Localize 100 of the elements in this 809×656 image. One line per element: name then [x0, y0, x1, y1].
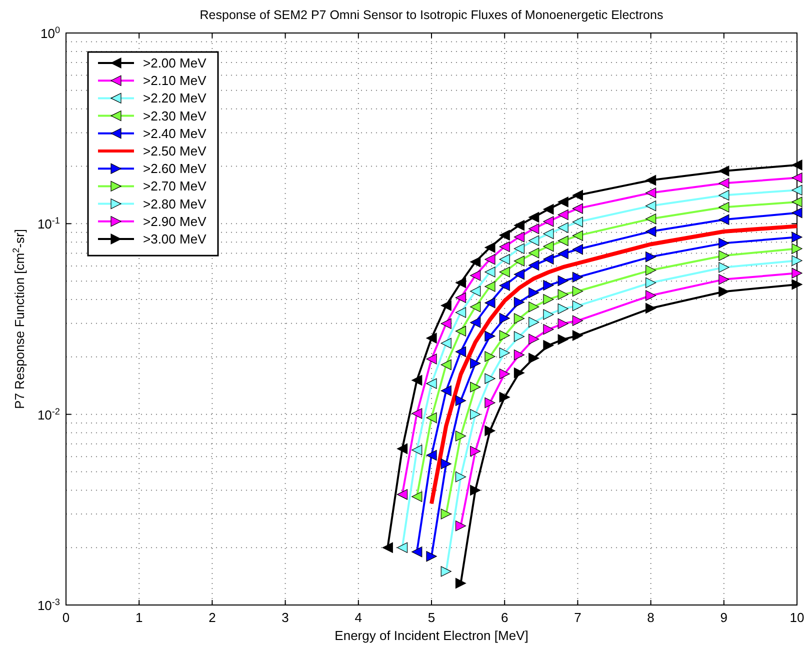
point	[646, 214, 656, 224]
point	[646, 200, 656, 212]
x-tick-label: 9	[720, 610, 728, 625]
point	[514, 243, 525, 254]
legend-label: >2.50 MeV	[143, 144, 207, 158]
point	[455, 578, 466, 589]
x-axis-title: Energy of Incident Electron [MeV]	[334, 628, 528, 643]
point	[470, 270, 481, 281]
x-tick-label: 3	[282, 610, 289, 625]
point	[455, 292, 466, 303]
point	[470, 286, 481, 297]
point	[470, 358, 481, 369]
point	[470, 302, 481, 312]
point	[514, 220, 525, 231]
point	[528, 302, 540, 312]
point	[484, 425, 496, 436]
point	[718, 190, 730, 201]
point	[558, 303, 568, 314]
y-tick-label: 10$^{-2}$	[37, 406, 60, 422]
point	[514, 256, 525, 266]
point	[440, 458, 452, 470]
point	[646, 226, 656, 237]
point	[440, 300, 452, 311]
point	[499, 230, 510, 240]
point	[572, 300, 583, 312]
legend-label: >2.10 MeV	[143, 73, 207, 88]
point	[499, 266, 510, 278]
legend-label: >2.40 MeV	[143, 126, 207, 141]
point	[470, 382, 481, 392]
point	[455, 430, 466, 442]
point	[792, 243, 802, 254]
point	[558, 275, 568, 286]
point	[558, 209, 568, 220]
point	[484, 242, 496, 253]
point	[426, 378, 437, 389]
point	[646, 302, 656, 314]
x-tick-label: 5	[428, 610, 436, 625]
x-tick-label: 6	[500, 610, 508, 625]
point	[528, 287, 540, 298]
point	[484, 254, 496, 265]
point	[528, 223, 540, 234]
point	[440, 318, 452, 329]
point	[528, 352, 540, 364]
point	[543, 204, 554, 215]
point	[514, 331, 525, 342]
x-tick-label: 7	[574, 610, 582, 625]
x-tick-label: 4	[354, 610, 362, 625]
point	[470, 484, 481, 496]
point	[528, 260, 540, 271]
point	[440, 359, 452, 370]
point	[558, 196, 568, 208]
point	[499, 392, 510, 402]
point	[499, 241, 510, 252]
point	[440, 566, 452, 577]
x-tick-label: 2	[208, 610, 216, 625]
point	[572, 286, 583, 297]
point	[558, 248, 568, 260]
point	[718, 214, 730, 225]
point	[396, 542, 408, 553]
point	[455, 520, 466, 532]
x-tick-label: 10	[790, 610, 804, 625]
point	[646, 277, 656, 288]
legend-label: >2.90 MeV	[143, 214, 207, 229]
x-tick-label: 0	[62, 610, 70, 625]
point	[528, 334, 540, 344]
legend-label: >2.60 MeV	[143, 161, 207, 176]
point	[558, 318, 568, 329]
point	[792, 255, 802, 266]
point	[528, 235, 540, 246]
point	[499, 330, 510, 341]
point	[646, 290, 656, 301]
point	[514, 232, 525, 242]
point	[514, 296, 525, 308]
point	[440, 385, 452, 396]
point	[572, 272, 583, 282]
point	[455, 395, 466, 406]
x-tick-label: 8	[647, 610, 654, 625]
point	[514, 313, 525, 324]
point	[412, 491, 422, 502]
point	[514, 269, 525, 280]
point	[382, 542, 393, 553]
point	[572, 315, 583, 326]
point	[412, 408, 422, 419]
point	[484, 397, 496, 408]
point	[426, 412, 437, 424]
chart-title: Response of SEM2 P7 Omni Sensor to Isotropic Fluxes of Monoenergetic Electrons	[200, 8, 664, 22]
point	[572, 330, 583, 341]
point	[426, 354, 437, 364]
legend-label: >2.00 MeV	[143, 56, 207, 70]
point	[499, 254, 510, 265]
legend-label: >2.30 MeV	[143, 108, 207, 124]
point	[412, 546, 422, 558]
point	[572, 244, 583, 255]
point	[718, 250, 730, 261]
point	[718, 202, 730, 212]
point	[792, 232, 802, 242]
point	[792, 160, 802, 170]
point	[543, 340, 554, 351]
point	[558, 222, 568, 233]
point	[572, 203, 583, 214]
